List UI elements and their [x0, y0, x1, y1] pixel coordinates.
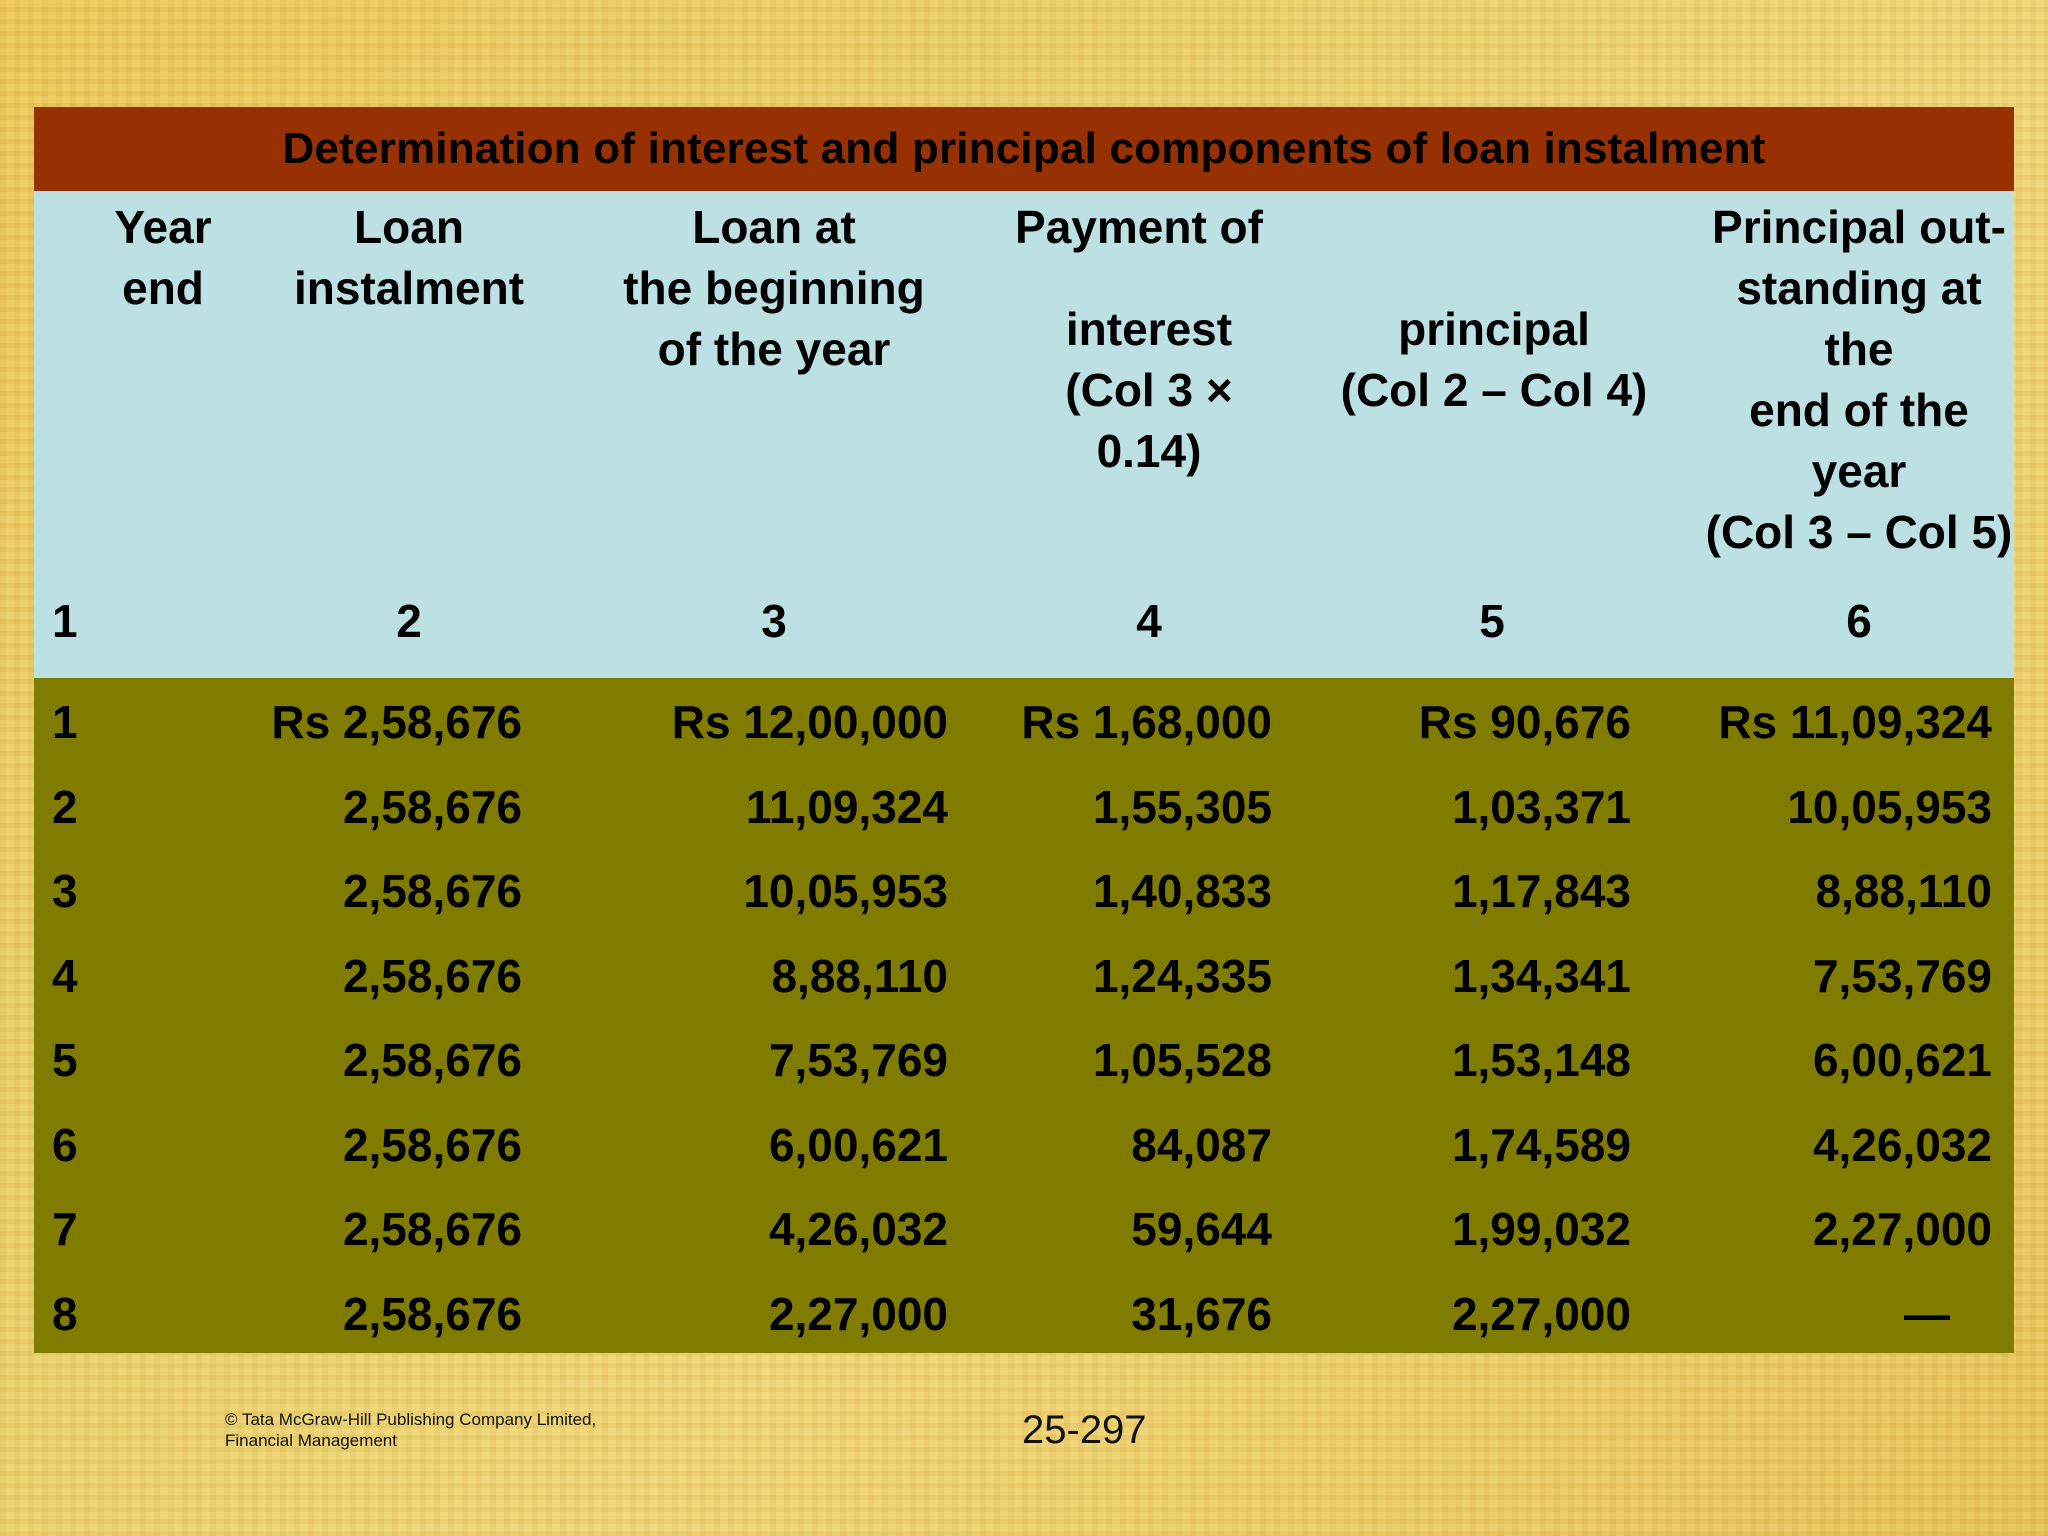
header-interest-line: 0.14)	[1096, 425, 1202, 477]
table-cell: 1,03,371	[1451, 780, 1631, 833]
table-row: 8 2,58,676 2,27,000 31,676 2,27,000 —	[34, 1272, 2014, 1356]
table-cell: 1,74,589	[1451, 1118, 1631, 1171]
header-loan-beginning-line: of the year	[657, 323, 891, 375]
table-cell: 4	[52, 949, 78, 1002]
header-loan-instalment: Loan instalment	[259, 197, 559, 319]
table-cell: Rs 2,58,676	[271, 696, 522, 748]
table-cell: 1,05,528	[1092, 1034, 1272, 1086]
table-cell: Rs 90,676	[1418, 696, 1631, 748]
header-principal-line: principal	[1398, 303, 1590, 355]
table-cell: 6	[52, 1118, 78, 1171]
header-principal-outstanding: Principal out- standing at the end of th…	[1674, 197, 2044, 563]
header-principal: principal (Col 2 – Col 4)	[1304, 299, 1684, 421]
header-principal-outstanding-line: (Col 3 – Col 5)	[1705, 506, 2013, 558]
copyright-line: Financial Management	[225, 1431, 397, 1450]
table-cell: 31,676	[1131, 1287, 1272, 1340]
column-number-3: 3	[761, 595, 787, 647]
table-cell: 59,644	[1131, 1203, 1272, 1255]
table-row: 6 2,58,676 6,00,621 84,087 1,74,589 4,26,032	[34, 1103, 2014, 1187]
copyright-notice: © Tata McGraw-Hill Publishing Company Li…	[225, 1409, 596, 1451]
table-header: Year end Loan instalment Loan at the beg…	[34, 191, 2014, 678]
table-cell: 6,00,621	[1812, 1034, 1992, 1086]
header-year-end-line: end	[122, 262, 204, 314]
table-row: 7 2,58,676 4,26,032 59,644 1,99,032 2,27,000	[34, 1187, 2014, 1271]
header-interest-line: interest	[1065, 303, 1233, 355]
table-cell: 8,88,110	[771, 949, 948, 1002]
table-row: 3 2,58,676 10,05,953 1,40,833 1,17,843 8,88,1…	[34, 849, 2014, 933]
table-cell: 2,27,000	[1451, 1287, 1631, 1340]
table-cell: 2,27,000	[1812, 1203, 1992, 1255]
table-cell: 2,58,676	[342, 1034, 522, 1086]
table-cell: Rs 1,68,000	[1021, 696, 1272, 748]
table-cell: 8	[52, 1287, 78, 1340]
loan-amortization-table: Determination of interest and principal …	[34, 107, 2014, 1353]
table-cell: 11,09,324	[745, 780, 948, 833]
header-loan-instalment-line: Loan	[354, 201, 464, 253]
header-loan-beginning-line: the beginning	[623, 262, 925, 314]
table-cell: 2,58,676	[342, 1203, 522, 1255]
table-row: 5 2,58,676 7,53,769 1,05,528 1,53,148 6,00,62…	[34, 1018, 2014, 1102]
table-cell: 7	[52, 1203, 78, 1255]
header-principal-outstanding-line: end of the	[1749, 384, 1969, 436]
table-cell: 1,24,335	[1092, 949, 1272, 1002]
header-principal-outstanding-line: the	[1824, 323, 1894, 375]
header-year-end: Year end	[68, 197, 258, 319]
header-loan-instalment-line: instalment	[293, 262, 525, 314]
table-cell: 1,40,833	[1092, 865, 1272, 917]
table-cell: 2,58,676	[342, 780, 522, 833]
header-principal-outstanding-line: Principal out-	[1712, 201, 2006, 253]
table-row: 4 2,58,676 8,88,110 1,24,335 1,34,341 7,53,76…	[34, 934, 2014, 1018]
table-cell: 10,05,953	[1787, 780, 1992, 833]
column-number-6: 6	[1846, 595, 1872, 647]
column-number-1: 1	[52, 595, 78, 647]
table-title-text: Determination of interest and principal …	[282, 124, 1766, 173]
table-title: Determination of interest and principal …	[34, 107, 2014, 191]
header-year-end-line: Year	[114, 201, 212, 253]
table-cell: 5	[52, 1034, 78, 1086]
header-interest-line: (Col 3 ×	[1065, 364, 1233, 416]
table-cell: 7,53,769	[768, 1034, 948, 1086]
table-cell: 1,53,148	[1451, 1034, 1631, 1086]
table-cell: 2,58,676	[342, 949, 522, 1002]
table-cell: 6,00,621	[768, 1118, 948, 1171]
copyright-line: © Tata McGraw-Hill Publishing Company Li…	[225, 1410, 597, 1429]
table-cell: 2,27,000	[768, 1287, 948, 1340]
table-cell: Rs 12,00,000	[671, 696, 948, 748]
table-cell: 7,53,769	[1812, 949, 1992, 1002]
table-cell: 1,17,843	[1451, 865, 1631, 917]
header-interest: interest (Col 3 × 0.14)	[994, 299, 1304, 482]
column-number-5: 5	[1479, 595, 1505, 647]
header-principal-outstanding-line: standing at	[1736, 262, 1982, 314]
table-cell: 2,58,676	[342, 1118, 522, 1171]
table-cell: —	[1904, 1287, 1950, 1340]
header-loan-beginning-line: Loan at	[692, 201, 856, 253]
table-cell: 4,26,032	[1812, 1118, 1992, 1171]
table-row: 2 2,58,676 11,09,324 1,55,305 1,03,371 10,05,…	[34, 765, 2014, 849]
table-cell: 3	[52, 865, 78, 917]
table-cell: 2	[52, 780, 78, 833]
header-principal-outstanding-line: year	[1811, 445, 1907, 497]
table-cell: 2,58,676	[342, 1287, 522, 1340]
table-cell: Rs 11,09,324	[1718, 696, 1992, 748]
header-payment-of-text: Payment of	[1015, 201, 1263, 253]
table-cell: 1	[52, 696, 78, 748]
header-principal-line: (Col 2 – Col 4)	[1340, 364, 1648, 416]
table-cell: 8,88,110	[1815, 865, 1992, 917]
column-number-4: 4	[1136, 595, 1162, 647]
table-cell: 10,05,953	[743, 865, 948, 917]
page-number: 25-297	[1022, 1408, 1147, 1452]
table-cell: 2,58,676	[342, 865, 522, 917]
table-body: 1 Rs 2,58,676 Rs 12,00,000 Rs 1,68,000 Rs 90…	[34, 678, 2014, 1353]
table-cell: 4,26,032	[768, 1203, 948, 1255]
table-cell: 1,34,341	[1451, 949, 1631, 1002]
table-cell: 1,55,305	[1092, 780, 1272, 833]
table-cell: 84,087	[1131, 1118, 1272, 1171]
table-cell: 1,99,032	[1451, 1203, 1631, 1255]
table-row: 1 Rs 2,58,676 Rs 12,00,000 Rs 1,68,000 Rs 90…	[34, 680, 2014, 764]
header-payment-of: Payment of	[974, 197, 1304, 258]
header-loan-beginning: Loan at the beginning of the year	[594, 197, 954, 380]
column-number-2: 2	[396, 595, 422, 647]
